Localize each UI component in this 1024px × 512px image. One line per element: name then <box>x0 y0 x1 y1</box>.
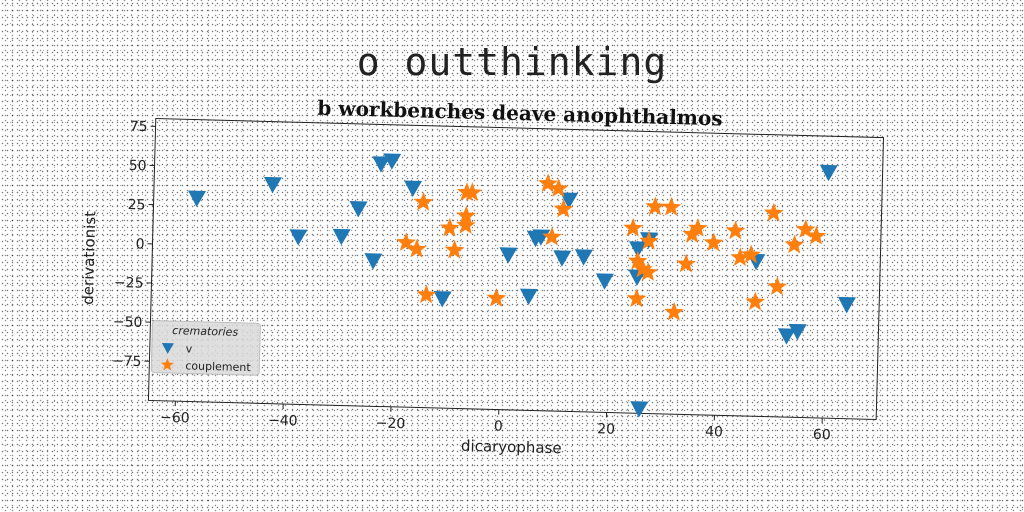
series-1-point <box>499 247 518 264</box>
series-2-point <box>682 224 703 243</box>
y-tick-label: −75 <box>112 353 142 370</box>
figure-suptitle: o outthinking <box>356 40 668 84</box>
series-1-point <box>433 291 452 308</box>
series-1-point <box>404 180 423 197</box>
series-2-point <box>553 198 574 218</box>
series-1-point <box>188 190 207 207</box>
series-1-point <box>364 253 383 270</box>
y-axis-ticks: 75 50 25 0 −25 −50 −75 <box>112 119 156 370</box>
series-2-point <box>416 284 437 304</box>
series-1-point <box>372 156 391 173</box>
x-tick-label: −20 <box>376 415 406 432</box>
series-2-point <box>439 217 460 237</box>
y-tick-label: 75 <box>130 119 148 135</box>
series-1-point <box>788 323 807 341</box>
series-2-point <box>462 182 483 202</box>
series-2-point <box>538 173 558 193</box>
legend-box <box>150 320 261 376</box>
legend-marker <box>161 342 174 354</box>
series-1-point <box>263 176 282 194</box>
series-2-point <box>687 217 708 237</box>
y-tick-label: 25 <box>127 197 145 213</box>
series-2-point <box>396 232 417 252</box>
y-tick-label: 50 <box>129 158 147 174</box>
series-2-point <box>703 232 724 252</box>
series-2-point <box>639 230 659 250</box>
x-tick-label: 40 <box>705 424 723 440</box>
x-axis-ticks: −60 −40 −20 0 20 40 60 <box>160 401 831 443</box>
series-2-point <box>444 239 465 259</box>
series-2-point <box>456 215 476 234</box>
series-2-point <box>627 250 648 270</box>
series-1-point <box>629 241 648 258</box>
series-2-point <box>406 238 427 258</box>
series-2-point <box>632 258 653 278</box>
series-1-point <box>383 153 402 170</box>
series-2-point <box>795 219 816 239</box>
x-axis-label: dicaryophase <box>461 437 562 458</box>
legend-title: crematories <box>172 324 239 339</box>
series-1-point <box>349 201 368 218</box>
chart-title: b workbenches deave anophthalmos <box>317 96 723 131</box>
series-1-point <box>574 249 593 266</box>
series-1-point <box>332 228 351 246</box>
series-1-point <box>553 250 572 267</box>
series-2-point <box>784 234 805 254</box>
series-2-point <box>623 217 643 237</box>
series-2-point <box>548 178 569 198</box>
y-tick-label: −25 <box>114 275 144 292</box>
series-2-point <box>661 196 682 216</box>
y-axis-label: derivationist <box>79 211 99 305</box>
series-1-point <box>630 401 649 418</box>
legend-entries: v couplement <box>160 342 251 374</box>
series-2-point <box>413 192 434 211</box>
series-2-point <box>730 247 751 267</box>
series-2-point <box>725 220 746 240</box>
series-2-point <box>664 302 684 321</box>
x-tick-label: −40 <box>268 413 298 430</box>
series-1-point <box>560 192 579 209</box>
series-1-point <box>289 229 308 246</box>
x-tick-label: 60 <box>813 427 831 443</box>
series-2-point <box>676 253 696 273</box>
series-2-point <box>638 262 658 282</box>
data-points <box>188 153 856 418</box>
series-2-point <box>645 196 666 216</box>
series-1-point <box>532 229 551 246</box>
x-tick-label: −60 <box>160 410 190 427</box>
legend: crematories v couplement <box>150 320 261 376</box>
series-2-point <box>486 287 507 307</box>
series-1-point <box>819 164 838 182</box>
series-2-point <box>806 225 827 245</box>
legend-label: v <box>186 342 193 355</box>
series-2-point <box>741 244 761 264</box>
series-1-point <box>837 296 856 314</box>
y-tick-label: −50 <box>113 314 143 331</box>
series-2-point <box>626 288 647 308</box>
series-2-point <box>542 226 562 246</box>
series-2-point <box>767 276 788 296</box>
series-2-point <box>745 291 766 311</box>
legend-label: couplement <box>185 359 251 374</box>
y-tick-label: 0 <box>135 236 144 252</box>
series-1-point <box>777 328 796 345</box>
series-2-point <box>763 202 784 222</box>
series-1-point <box>595 273 614 290</box>
x-tick-label: 0 <box>494 419 503 435</box>
plot-area <box>147 118 885 421</box>
series-1-point <box>519 288 538 305</box>
legend-marker <box>160 358 174 371</box>
x-tick-label: 20 <box>597 421 615 437</box>
series-2-point <box>456 205 477 225</box>
